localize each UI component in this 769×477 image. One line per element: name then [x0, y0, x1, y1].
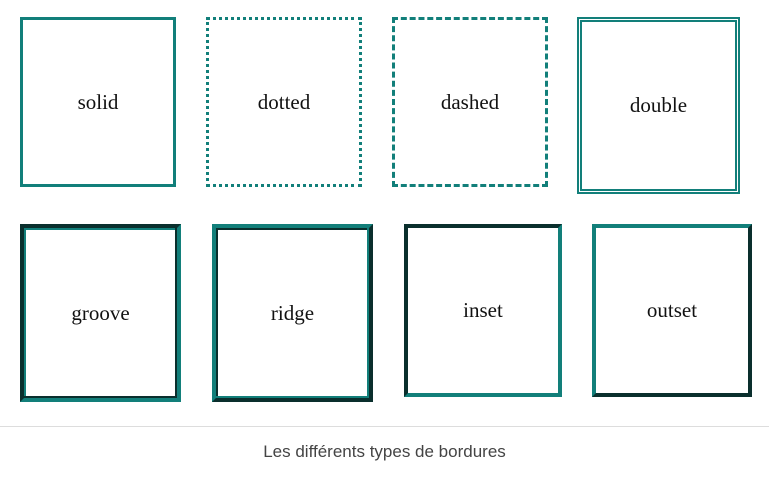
box-dotted-border: dotted	[206, 17, 362, 187]
caption-divider	[0, 426, 769, 427]
box-label-solid: solid	[77, 89, 119, 114]
box-outset-border: outset	[592, 224, 752, 397]
box-solid-border: solid	[20, 17, 176, 187]
box-dashed-border: dashed	[392, 17, 548, 187]
figure-caption: Les différents types de bordures	[263, 442, 506, 461]
box-double-border: double	[577, 17, 740, 194]
box-inset-border: inset	[404, 224, 562, 397]
box-label-ridge: ridge	[270, 300, 315, 325]
box-label-dashed: dashed	[440, 89, 500, 114]
box-label-dotted: dotted	[257, 89, 311, 114]
box-label-groove: groove	[71, 300, 130, 325]
box-label-outset: outset	[646, 298, 698, 322]
box-groove-border: groove	[20, 224, 181, 402]
box-label-double: double	[629, 93, 688, 117]
box-ridge-border: ridge	[212, 224, 373, 402]
box-label-inset: inset	[463, 298, 503, 322]
